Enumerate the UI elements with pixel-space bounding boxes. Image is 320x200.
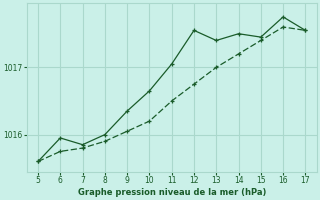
- X-axis label: Graphe pression niveau de la mer (hPa): Graphe pression niveau de la mer (hPa): [77, 188, 266, 197]
